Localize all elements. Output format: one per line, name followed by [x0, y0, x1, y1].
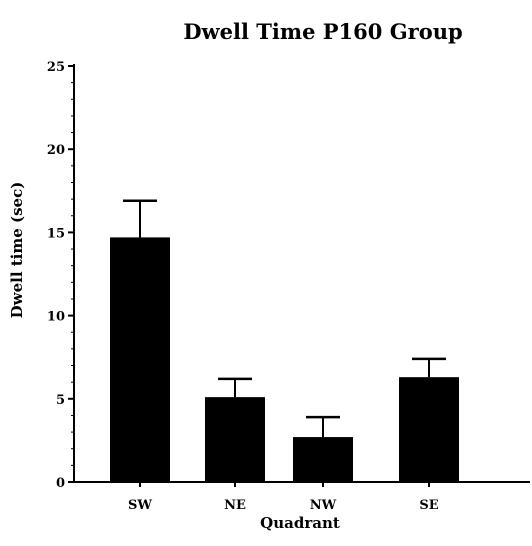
- bar-ne: [205, 397, 265, 482]
- chart-title: Dwell Time P160 Group: [183, 19, 462, 44]
- x-axis-label: Quadrant: [260, 514, 340, 532]
- y-tick-label: 10: [47, 310, 65, 325]
- bar-se: [399, 377, 459, 482]
- y-tick-label: 15: [47, 226, 65, 241]
- error-bars: [123, 199, 446, 438]
- bars: [110, 237, 459, 482]
- x-tick-label-sw: SW: [128, 498, 152, 513]
- y-tick-label: 0: [56, 476, 65, 491]
- y-axis-label: Dwell time (sec): [8, 182, 26, 319]
- y-tick-label: 5: [56, 393, 65, 408]
- bar-nw: [293, 437, 353, 482]
- x-ticks: SW NE NW SE: [128, 482, 439, 513]
- bar-sw: [110, 237, 170, 482]
- y-tick-label: 25: [47, 60, 65, 75]
- y-ticks: 0 5 10 15 20 25: [47, 60, 74, 491]
- x-tick-label-nw: NW: [310, 498, 337, 513]
- x-tick-label-ne: NE: [224, 498, 246, 513]
- y-tick-label: 20: [47, 143, 65, 158]
- x-tick-label-se: SE: [419, 498, 438, 513]
